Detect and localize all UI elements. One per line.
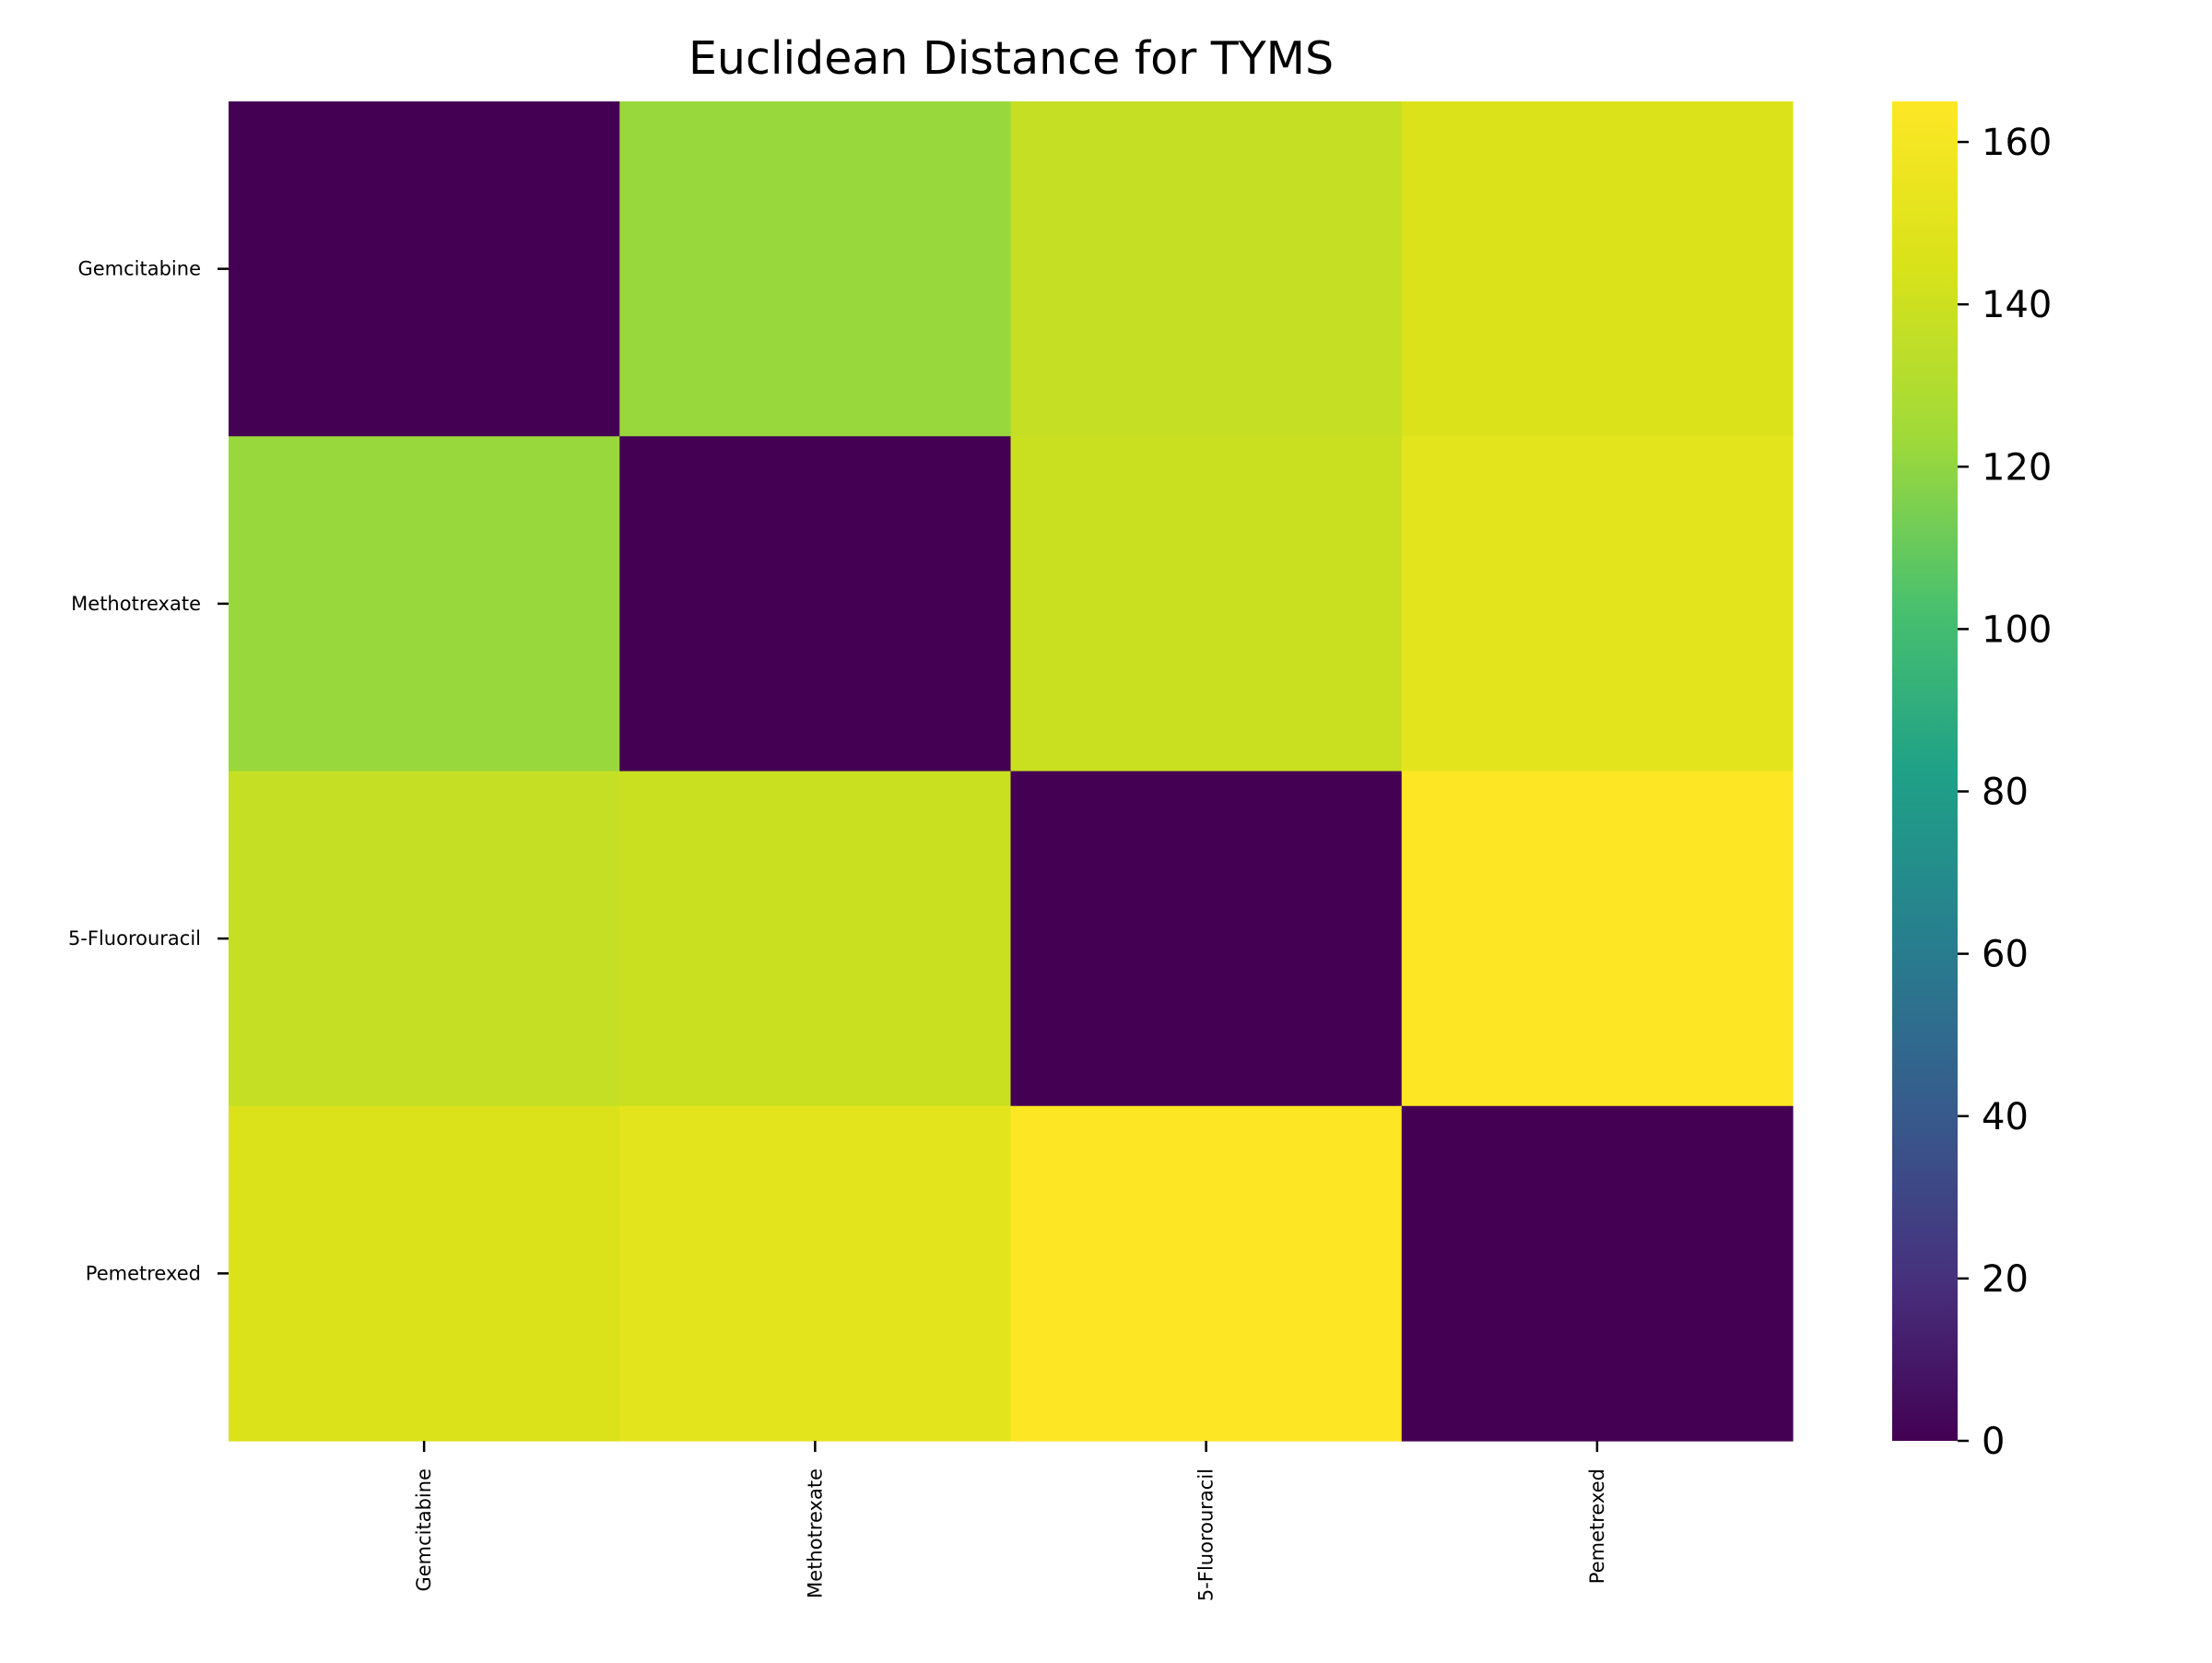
colorbar-tick-label: 0 — [1982, 1421, 2005, 1463]
colorbar-gradient — [1892, 101, 1958, 1441]
heatmap-cell — [619, 101, 1012, 437]
heatmap-cell — [1401, 101, 1794, 437]
colorbar-tick-label: 20 — [1982, 1258, 2029, 1301]
heatmap-cell — [229, 101, 620, 437]
y-tick-label: Methotrexate — [71, 593, 201, 615]
colorbar-tick-label: 120 — [1982, 446, 2052, 489]
colorbar-tick-label: 60 — [1982, 934, 2029, 976]
x-tick-label: Pemetrexed — [1586, 1468, 1608, 1584]
chart-title: Euclidean Distance for TYMS — [688, 32, 1334, 85]
colorbar-tick-label: 140 — [1982, 284, 2052, 326]
heatmap-cells — [229, 101, 1794, 1442]
heatmap-cell — [1401, 436, 1794, 773]
colorbar-tick-label: 160 — [1982, 122, 2052, 164]
y-tick-label: Gemcitabine — [77, 258, 201, 280]
y-tick-label: 5-Fluorouracil — [68, 927, 201, 949]
heatmap-cell — [619, 436, 1012, 773]
heatmap-cell — [229, 436, 620, 773]
heatmap-cell — [1010, 771, 1403, 1107]
heatmap-cell — [229, 1105, 620, 1442]
x-axis: Gemcitabine Methotrexate 5-Fluorouracil Pem… — [413, 1441, 1608, 1601]
heatmap-cell — [1010, 1105, 1403, 1442]
x-tick-label: 5-Fluorouracil — [1195, 1468, 1218, 1601]
colorbar-tick-label: 80 — [1982, 772, 2029, 814]
colorbar-tick-label: 40 — [1982, 1096, 2029, 1138]
heatmap-cell — [1401, 771, 1794, 1107]
heatmap-cell — [1010, 101, 1403, 437]
heatmap-cell — [619, 771, 1012, 1107]
heatmap-cell — [229, 771, 620, 1107]
heatmap-cell — [1010, 436, 1403, 773]
x-tick-label: Gemcitabine — [413, 1468, 435, 1592]
colorbar: 0 20 40 60 80 100 120 140 160 — [1892, 101, 2052, 1463]
colorbar-tick-label: 100 — [1982, 608, 2052, 651]
heatmap-cell — [1401, 1105, 1794, 1442]
y-axis: Gemcitabine Methotrexate 5-Fluorouracil Pem… — [68, 258, 229, 1284]
x-tick-label: Methotrexate — [804, 1468, 826, 1598]
y-tick-label: Pemetrexed — [86, 1262, 201, 1284]
heatmap-cell — [619, 1105, 1012, 1442]
